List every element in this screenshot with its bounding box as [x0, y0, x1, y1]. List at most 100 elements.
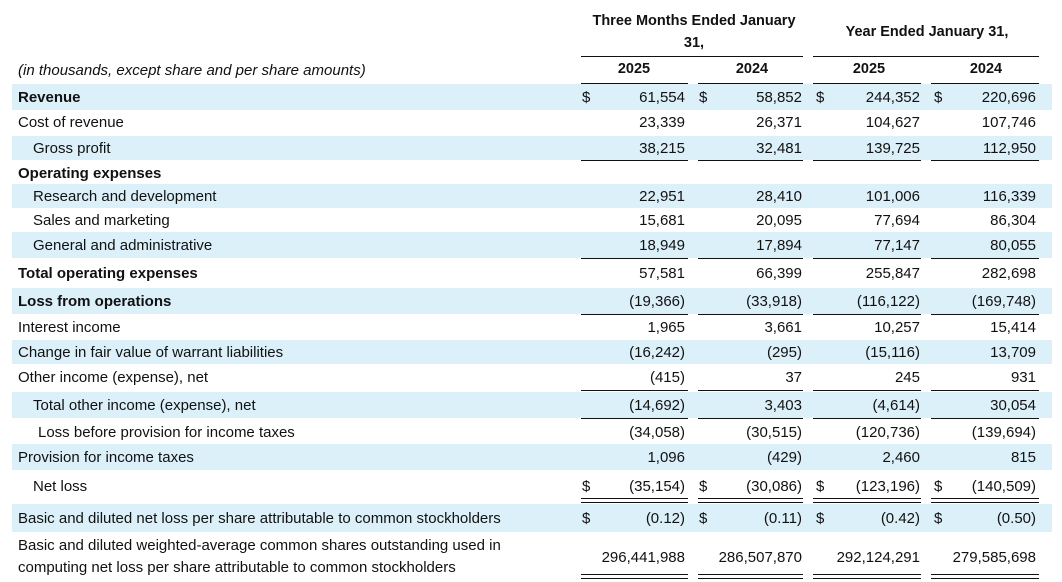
- total-double-rule: [931, 498, 1039, 503]
- value-cell: (16,242): [629, 343, 685, 361]
- value-cell: 279,585,698: [952, 548, 1036, 566]
- value-cell: (0.12): [645, 509, 685, 527]
- year-header: 2024: [735, 61, 769, 77]
- row-label: Cost of revenue: [18, 113, 124, 131]
- value-cell: 15,414: [990, 318, 1036, 336]
- row-label: Gross profit: [33, 139, 111, 157]
- currency-symbol: $: [699, 509, 708, 527]
- table-row: Loss before provision for income taxes (3…: [12, 420, 1052, 444]
- row-label: Research and development: [33, 187, 217, 205]
- row-label: Other income (expense), net: [18, 368, 209, 386]
- row-label: Basic and diluted weighted-average commo…: [18, 537, 501, 576]
- value-cell: (34,058): [629, 423, 685, 441]
- year-rule: [931, 83, 1039, 84]
- row-label: Total operating expenses: [18, 264, 198, 282]
- value-cell: (429): [766, 448, 802, 466]
- subtotal-rule: [581, 390, 688, 391]
- value-cell: (30,086): [746, 477, 802, 495]
- value-cell: 13,709: [990, 343, 1036, 361]
- value-cell: (0.42): [880, 509, 920, 527]
- value-cell: 220,696: [981, 88, 1036, 106]
- year-rule: [581, 83, 688, 84]
- value-cell: 18,949: [639, 236, 685, 254]
- value-cell: 57,581: [639, 264, 685, 282]
- subtotal-rule: [813, 390, 921, 391]
- currency-symbol: $: [816, 88, 825, 106]
- value-cell: 17,894: [756, 236, 802, 254]
- subtotal-rule: [698, 160, 803, 161]
- total-double-rule: [813, 574, 921, 579]
- currency-symbol: $: [582, 509, 591, 527]
- total-double-rule: [698, 498, 803, 503]
- value-cell: 1,096: [647, 448, 685, 466]
- header-year: Year Ended January 31,: [845, 24, 1009, 40]
- value-cell: 931: [1010, 368, 1036, 386]
- table-row: Total operating expenses 57,581 66,399 255,…: [12, 260, 1052, 286]
- value-cell: (116,122): [856, 292, 920, 310]
- value-cell: 1,965: [647, 318, 685, 336]
- year-header: 2024: [969, 61, 1003, 77]
- currency-symbol: $: [699, 88, 708, 106]
- subtotal-rule: [581, 314, 688, 315]
- value-cell: (120,736): [855, 423, 920, 441]
- currency-symbol: $: [582, 88, 591, 106]
- currency-symbol: $: [934, 509, 943, 527]
- table-row: Loss from operations (19,366) (33,918) (116…: [12, 288, 1052, 314]
- value-cell: 101,006: [865, 187, 920, 205]
- currency-symbol: $: [582, 477, 591, 495]
- units-note: (in thousands, except share and per shar…: [18, 62, 366, 79]
- currency-symbol: $: [699, 477, 708, 495]
- value-cell: 255,847: [865, 264, 920, 282]
- table-row: Basic and diluted net loss per share att…: [12, 504, 1052, 532]
- value-cell: (295): [766, 343, 802, 361]
- value-cell: (35,154): [629, 477, 685, 495]
- value-cell: 112,950: [982, 139, 1036, 157]
- table-row: Sales and marketing 15,681 20,095 77,694 86,…: [12, 208, 1052, 232]
- row-label: Basic and diluted net loss per share att…: [18, 509, 501, 527]
- value-cell: 244,352: [865, 88, 920, 106]
- subtotal-rule: [698, 390, 803, 391]
- value-cell: (30,515): [746, 423, 802, 441]
- table-row: Operating expenses: [12, 162, 1052, 184]
- total-double-rule: [581, 574, 688, 579]
- value-cell: (0.50): [996, 509, 1036, 527]
- value-cell: 245: [894, 368, 920, 386]
- value-cell: 2,460: [882, 448, 920, 466]
- table-row: Gross profit 38,215 32,481 139,725 112,950: [12, 136, 1052, 160]
- value-cell: 38,215: [639, 139, 685, 157]
- subtotal-rule: [581, 258, 688, 259]
- value-cell: 286,507,870: [718, 548, 802, 566]
- total-double-rule: [698, 574, 803, 579]
- value-cell: (15,116): [865, 343, 920, 361]
- value-cell: 139,725: [865, 139, 920, 157]
- value-cell: 30,054: [990, 396, 1036, 414]
- year-header: 2025: [617, 61, 651, 77]
- value-cell: 815: [1010, 448, 1036, 466]
- value-cell: (415): [649, 368, 685, 386]
- value-cell: 10,257: [874, 318, 920, 336]
- value-cell: 292,124,291: [836, 548, 920, 566]
- value-cell: 37: [785, 368, 802, 386]
- row-label: Operating expenses: [18, 164, 162, 182]
- value-cell: (0.11): [763, 509, 802, 527]
- currency-symbol: $: [934, 88, 943, 106]
- value-cell: (140,509): [971, 477, 1036, 495]
- subtotal-rule: [931, 258, 1039, 259]
- subtotal-rule: [581, 418, 688, 419]
- value-cell: (19,366): [629, 292, 685, 310]
- total-double-rule: [813, 498, 921, 503]
- value-cell: 20,095: [756, 211, 802, 229]
- value-cell: 26,371: [756, 113, 802, 131]
- value-cell: (169,748): [971, 292, 1036, 310]
- row-label: Provision for income taxes: [18, 448, 194, 466]
- value-cell: 116,339: [982, 187, 1036, 205]
- subtotal-rule: [931, 314, 1039, 315]
- table-row: Revenue $61,554 $58,852 $244,352 $220,696: [12, 84, 1052, 110]
- currency-symbol: $: [816, 477, 825, 495]
- row-label: Change in fair value of warrant liabilit…: [18, 343, 284, 361]
- value-cell: 282,698: [981, 264, 1036, 282]
- row-label: Revenue: [18, 88, 81, 106]
- value-cell: 23,339: [639, 113, 685, 131]
- row-label: Loss before provision for income taxes: [38, 423, 295, 441]
